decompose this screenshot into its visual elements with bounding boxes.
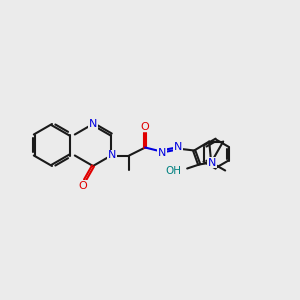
Text: N: N [208,158,216,167]
Text: O: O [79,181,87,191]
Text: N: N [108,151,116,160]
Text: N: N [89,119,97,129]
Text: O: O [141,122,150,131]
Text: OH: OH [165,166,181,176]
Text: N: N [174,142,182,152]
Text: N: N [158,148,166,158]
